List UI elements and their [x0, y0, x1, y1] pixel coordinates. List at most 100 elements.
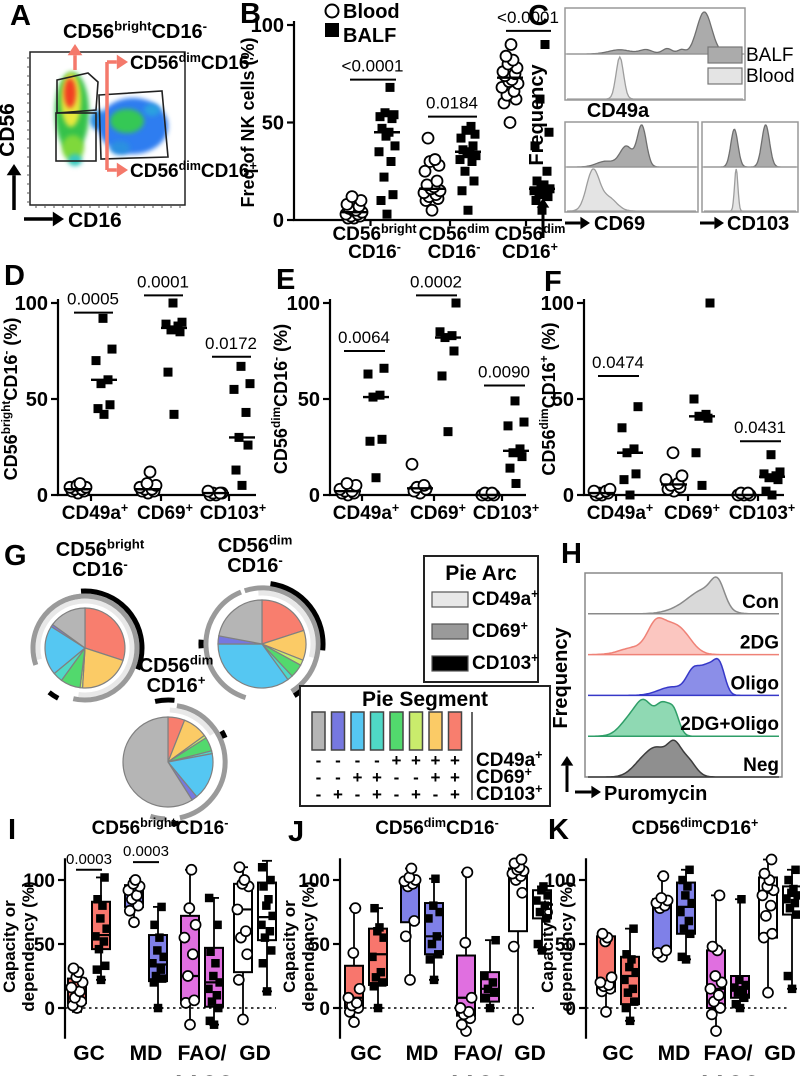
- y-axis-label: Capacity or: [280, 900, 299, 993]
- cd69-arc: [64, 593, 140, 703]
- data-point-circle: [421, 131, 435, 145]
- histogram-2DG: [588, 617, 779, 656]
- category-label: MD: [406, 1042, 439, 1065]
- y-tick-label: 50: [555, 935, 576, 956]
- box-blood: [704, 889, 728, 1037]
- data-point-square: [469, 176, 479, 186]
- data-point-square: [371, 473, 381, 483]
- y-tick-label: 0: [309, 485, 320, 507]
- category-label: MD: [658, 1042, 691, 1065]
- data-point-square: [531, 196, 541, 205]
- cd49a-arc: [72, 598, 135, 698]
- data-point-square: [447, 331, 457, 341]
- y-tick-label: 50: [34, 935, 55, 956]
- data-point-square: [169, 409, 179, 419]
- pie-charts: CD56brightCD16-CD56dimCD16-CD56dimCD16+P…: [30, 532, 551, 827]
- data-point-circle: [675, 469, 689, 483]
- y-tick-label: 0: [37, 485, 48, 507]
- data-point-circle: [140, 477, 154, 490]
- category-label: CD103+: [473, 501, 539, 524]
- segment-sign: +: [431, 751, 441, 770]
- cd103-arc: [47, 690, 60, 701]
- legend-blood: Blood: [746, 66, 795, 87]
- pie-slice: [51, 607, 86, 650]
- legend-balf: BALF: [746, 45, 794, 66]
- data-point-square: [466, 121, 476, 131]
- data-point-square: [542, 166, 552, 176]
- balf-points: [529, 40, 555, 215]
- data-point-square: [532, 176, 542, 186]
- y-axis-label: Capacity or: [538, 900, 557, 993]
- balf-points: [435, 298, 461, 437]
- data-point-circle: [430, 174, 444, 188]
- blood-points: [495, 38, 525, 129]
- cd49a-arc: [258, 590, 316, 658]
- legend-label: CD49a+: [476, 748, 542, 771]
- p-value: 0.0172: [205, 334, 257, 353]
- y-axis-label: Capacity or: [0, 900, 19, 993]
- data-point-square: [508, 448, 518, 458]
- panel-d: D 0 50 100 CD56brightCD16- (%) 0.0005 CD49a+ 0…: [0, 258, 270, 542]
- category-label: FAO/: [177, 1042, 226, 1065]
- axes: [577, 299, 784, 501]
- panel-letter-j: J: [288, 816, 305, 848]
- data-point-circle: [345, 190, 359, 204]
- pie-title: CD16-: [72, 556, 128, 581]
- pie-slice: [44, 625, 87, 675]
- pie-title: CD56dim: [218, 532, 293, 557]
- y-tick-label: 100: [23, 871, 55, 892]
- data-point-square: [166, 325, 176, 335]
- data-point-square: [229, 384, 239, 394]
- cd103-arc: [219, 729, 228, 739]
- y-tick-label: 50: [298, 389, 320, 411]
- blood-points: [417, 131, 447, 217]
- box-balf: [204, 893, 224, 1029]
- segment-sign: -: [335, 751, 341, 770]
- data-point-square: [458, 145, 468, 155]
- panel-letter-c: C: [528, 0, 549, 32]
- y-tick-label: 100: [251, 15, 284, 37]
- blood-histogram: [704, 168, 796, 212]
- data-point-square: [529, 186, 539, 196]
- data-point-circle: [587, 484, 601, 498]
- box-balf: [424, 874, 444, 985]
- panel-j: J CD56dimCD16- 0 50 100 Capacity or dependenc…: [280, 812, 552, 1076]
- panel-letter-k: K: [548, 814, 569, 846]
- segment-sign: +: [372, 785, 382, 804]
- data-point-square: [775, 467, 785, 477]
- pie-slice: [81, 647, 124, 689]
- data-point-square: [515, 444, 525, 454]
- p-value: 0.0002: [410, 272, 462, 291]
- category-label: AAOC: [697, 1072, 759, 1076]
- box-balf: [676, 865, 696, 964]
- pie-slice: [166, 752, 214, 798]
- legend-label: CD49a+: [472, 587, 538, 610]
- pie-slice: [218, 599, 263, 645]
- marker-label: CD103: [727, 213, 789, 235]
- data-point-square: [435, 327, 445, 337]
- p-value: 0.0431: [734, 418, 786, 437]
- data-point-square: [377, 434, 387, 444]
- category-label: CD49a+: [587, 501, 653, 524]
- data-point-circle: [666, 446, 680, 460]
- data-point-square: [517, 452, 527, 462]
- segment-sign: -: [316, 768, 322, 787]
- category-label: CD69+: [410, 501, 466, 524]
- box-blood: [398, 862, 422, 986]
- data-point-square: [245, 379, 255, 389]
- category-label: CD49a+: [62, 501, 128, 524]
- category-label: GC: [602, 1042, 634, 1065]
- panel-letter-d: D: [4, 260, 25, 292]
- data-point-square: [388, 190, 398, 200]
- data-point-circle: [425, 203, 439, 217]
- box-blood: [178, 863, 202, 1031]
- p-value: 0.0064: [338, 328, 390, 347]
- y-tick-label: 100: [15, 293, 48, 315]
- data-point-square: [177, 317, 187, 327]
- axis-arrows: [560, 756, 601, 799]
- segment-sign: +: [372, 768, 382, 787]
- p-value: 0.0184: [426, 94, 478, 113]
- y-tick-label: 50: [309, 935, 330, 956]
